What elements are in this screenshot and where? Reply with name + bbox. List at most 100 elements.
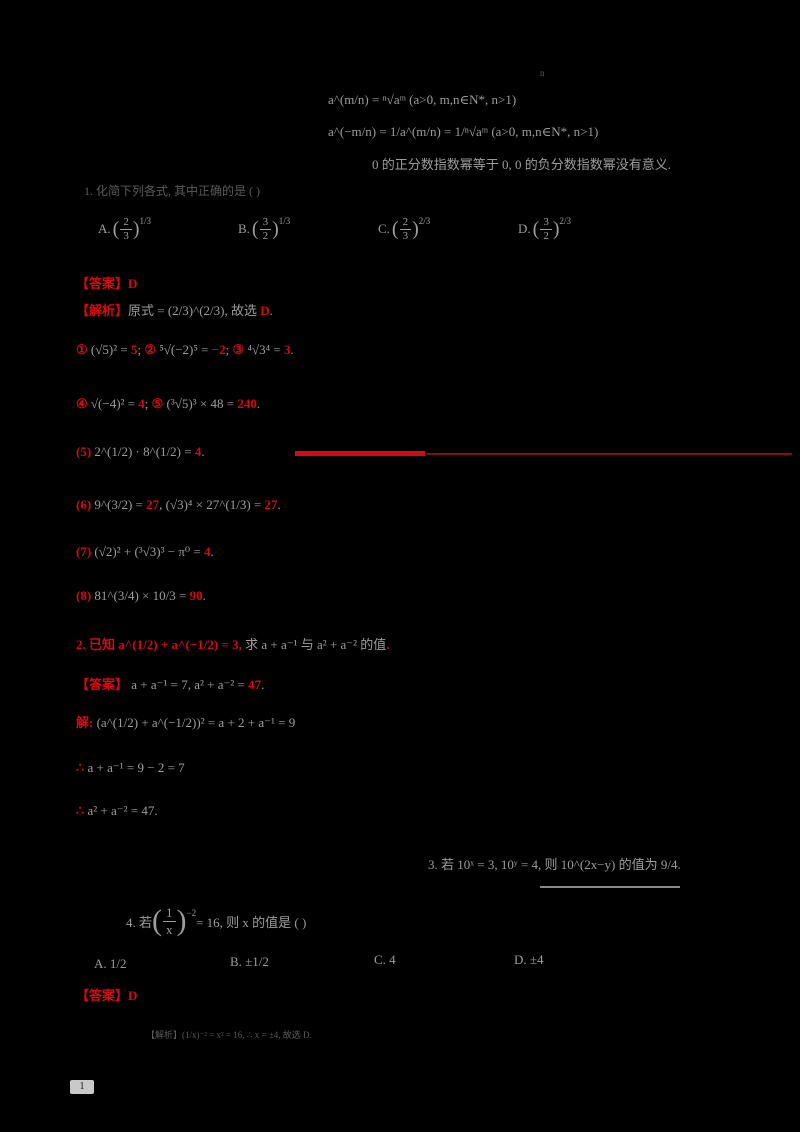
text-segment: 4 (138, 396, 145, 411)
text-segment: (√5)² = (87, 342, 131, 357)
exercise-line-8: 【答案】 a + a⁻¹ = 7, a² + a⁻² = 47. (76, 677, 264, 693)
exercise-line-9: 解: (a^(1/2) + a^(−1/2))² = a + 2 + a⁻¹ =… (76, 715, 295, 731)
left-paren: ( (112, 218, 120, 241)
text-segment: √(−4)² = (87, 396, 139, 411)
option-label: D. (518, 221, 531, 237)
left-paren: ( (251, 218, 259, 241)
fraction: 3 2 (259, 216, 272, 242)
text-segment: 81^(3/4) × 10/3 = (91, 588, 190, 603)
exponent: 1/3 (278, 216, 291, 227)
text-segment: (8) (76, 588, 92, 603)
option-label: B. (238, 221, 250, 237)
answer-blank-underline (540, 886, 680, 888)
exercise-line-6: (8) 81^(3/4) × 10/3 = 90. (76, 588, 206, 604)
text-segment: . (261, 677, 265, 692)
fraction: 3 2 (540, 216, 552, 242)
solution-1: 【解析】原式 = (2/3)^(2/3), 故选 D. (76, 303, 273, 319)
q4-option-b: B. ±1/2 (230, 954, 269, 969)
header-formula-2: a^(−m/n) = 1/a^(m/n) = 1/ⁿ√aᵐ (a>0, m,n∈… (328, 124, 599, 139)
text-segment: 【解析】 (76, 303, 129, 318)
text-segment: . (202, 588, 206, 603)
right-paren: ) (176, 904, 187, 938)
text-segment: 【答案】D (76, 988, 138, 1003)
fraction-denominator: x (166, 921, 173, 937)
fraction-denominator: 3 (402, 229, 409, 242)
text-segment: ⁵√(−2)⁵ = (155, 342, 212, 357)
option-c: C. ( 2 3 ) 2/3 (378, 216, 430, 242)
text-segment: a + a⁻¹ = 9 − 2 = 7 (84, 760, 185, 775)
text-segment: 240 (237, 396, 257, 411)
left-paren: ( (152, 904, 163, 938)
answer-1: 【答案】D (76, 276, 137, 292)
question-4-stem: 4. 若 ( 1 x ) −2 = 16, 则 x 的值是 ( ) (126, 905, 306, 937)
text-segment: . (277, 497, 281, 512)
text-segment: ② (144, 342, 156, 357)
fraction-numerator: 3 (259, 216, 272, 230)
text-segment: ⑤ (151, 396, 164, 411)
text-segment: . (386, 637, 390, 652)
text-segment: . (210, 544, 214, 559)
text-segment: 4 (203, 544, 211, 559)
text-segment: 5 (130, 342, 138, 357)
option-a: A. ( 2 3 ) 1/3 (98, 216, 151, 242)
text-segment: 4 (194, 444, 202, 459)
exercise-line-2: ④ √(−4)² = 4; ⑤ (³√5)³ × 48 = 240. (76, 396, 260, 412)
header-formula-1: a^(m/n) = ⁿ√aᵐ (a>0, m,n∈N*, n>1) (328, 92, 517, 107)
text-segment: 【答案】D (76, 276, 138, 291)
text-segment: a² + a⁻² = 47. (84, 803, 158, 818)
text-segment: D (260, 303, 270, 318)
red-underline-thick (295, 451, 425, 456)
text-segment: −2 (211, 342, 226, 357)
q4-option-d: D. ±4 (514, 952, 544, 967)
exercise-line-3: (5) 2^(1/2) · 8^(1/2) = 4. (76, 444, 205, 460)
option-label: C. (378, 221, 390, 237)
text-segment: ① (76, 342, 88, 357)
exponent: 2/3 (559, 216, 571, 227)
text-segment: 【答案】 (76, 677, 129, 692)
text-segment: . (290, 342, 294, 357)
exercise-line-7: 2. 已知 a^(1/2) + a^(−1/2) = 3, 求 a + a⁻¹ … (76, 637, 390, 653)
exercise-line-5: (7) (√2)² + (³√3)³ − π⁰ = 4. (76, 544, 214, 560)
answer-4: 【答案】D (76, 988, 137, 1004)
question-4-pre: 4. 若 (126, 914, 153, 930)
left-paren: ( (532, 218, 540, 241)
text-segment: . (201, 444, 205, 459)
text-segment: 90 (189, 588, 203, 603)
text-segment: 2^(1/2) · 8^(1/2) = (91, 444, 195, 459)
option-d: D. ( 3 2 ) 2/3 (518, 216, 571, 242)
text-segment: 9^(3/2) = (91, 497, 147, 512)
fraction-numerator: 3 (540, 216, 552, 230)
text-segment: 原式 = (2/3)^(2/3), 故选 (128, 303, 261, 318)
text-segment: ; (144, 396, 152, 411)
text-segment: . (256, 396, 261, 411)
text-segment: . (269, 303, 273, 318)
left-paren: ( (391, 218, 399, 241)
text-segment: 27 (146, 497, 160, 512)
text-segment: ③ (232, 342, 245, 357)
text-segment: ; (225, 342, 233, 357)
red-underline-thin (427, 453, 792, 455)
text-segment: , (√3)⁴ × 27^(1/3) = (159, 497, 265, 512)
right-paren: ) (552, 218, 560, 241)
text-segment: 47 (248, 677, 262, 692)
text-segment: 3. 若 10ˣ = 3, 10ʸ = 4, 则 10^(2x−y) 的值为 9… (428, 857, 681, 872)
text-segment: ④ (76, 396, 88, 411)
right-paren: ) (132, 218, 140, 241)
exponent: 1/3 (139, 216, 151, 227)
text-segment: 2. 已知 a^(1/2) + a^(−1/2) = 3, (76, 637, 246, 652)
text-segment: ⁴√3⁴ = (244, 342, 284, 357)
right-paren: ) (272, 218, 279, 241)
text-segment: (5) (76, 444, 92, 459)
fraction-numerator: 2 (120, 216, 132, 230)
solution-4: 【解析】(1/x)⁻² = x² = 16, ∴ x = ±4, 故选 D. (146, 1030, 312, 1040)
exponent: −2 (186, 908, 197, 919)
fraction: 2 3 (399, 216, 412, 242)
q4-option-a: A. 1/2 (94, 956, 127, 971)
fraction-numerator: 2 (399, 216, 412, 230)
text-segment: (6) (76, 497, 92, 512)
q4-option-c: C. 4 (374, 952, 396, 967)
text-segment: a + a⁻¹ = 7, a² + a⁻² = (128, 677, 249, 692)
fraction-denominator: 3 (123, 229, 129, 242)
text-segment: 27 (264, 497, 278, 512)
question-1-stem: 1. 化简下列各式, 其中正确的是 ( ) (84, 184, 260, 198)
